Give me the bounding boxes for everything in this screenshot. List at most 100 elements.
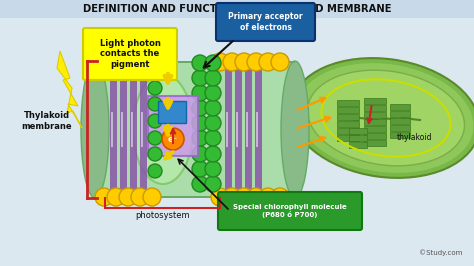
Circle shape — [192, 55, 208, 71]
Circle shape — [205, 100, 221, 116]
Text: photosystem: photosystem — [136, 211, 191, 221]
Circle shape — [192, 146, 208, 162]
Ellipse shape — [133, 74, 193, 184]
Circle shape — [148, 147, 162, 161]
Bar — [226, 112, 228, 147]
Circle shape — [192, 130, 208, 146]
Text: e⁻: e⁻ — [168, 135, 178, 143]
Circle shape — [211, 188, 229, 206]
Circle shape — [235, 188, 253, 206]
Bar — [225, 70, 232, 189]
Bar — [390, 104, 410, 110]
Circle shape — [205, 176, 221, 192]
Bar — [337, 107, 359, 113]
Bar — [337, 135, 359, 141]
Ellipse shape — [308, 70, 465, 166]
Circle shape — [205, 70, 221, 86]
Circle shape — [235, 53, 253, 71]
Text: Thylakoid
membrane: Thylakoid membrane — [22, 111, 73, 131]
Circle shape — [131, 53, 149, 71]
Bar — [256, 112, 258, 147]
Circle shape — [259, 188, 277, 206]
Bar — [131, 112, 133, 147]
Bar — [121, 112, 123, 147]
Circle shape — [95, 188, 113, 206]
Circle shape — [271, 53, 289, 71]
Ellipse shape — [297, 63, 474, 173]
Bar — [95, 196, 295, 198]
Circle shape — [162, 128, 184, 150]
Bar — [337, 100, 359, 106]
Bar — [364, 112, 386, 118]
Circle shape — [148, 81, 162, 95]
Bar — [364, 133, 386, 139]
Circle shape — [192, 70, 208, 86]
Bar — [236, 112, 238, 147]
Circle shape — [148, 114, 162, 128]
Bar — [349, 128, 367, 134]
Bar — [364, 105, 386, 111]
Circle shape — [148, 131, 162, 145]
Circle shape — [107, 53, 125, 71]
Bar — [246, 112, 248, 147]
Bar — [111, 112, 113, 147]
Text: Special chlorophyll molecule
(P680 ó P700): Special chlorophyll molecule (P680 ó P70… — [233, 204, 347, 218]
Circle shape — [148, 164, 162, 178]
Circle shape — [211, 53, 229, 71]
Circle shape — [119, 53, 137, 71]
FancyBboxPatch shape — [0, 0, 474, 18]
Bar — [120, 70, 127, 189]
FancyBboxPatch shape — [148, 96, 198, 156]
FancyBboxPatch shape — [83, 28, 177, 80]
Bar — [364, 98, 386, 104]
Circle shape — [205, 146, 221, 162]
Bar — [140, 70, 147, 189]
Circle shape — [131, 188, 149, 206]
Circle shape — [107, 188, 125, 206]
Bar — [364, 126, 386, 132]
FancyBboxPatch shape — [218, 192, 362, 230]
Bar — [337, 114, 359, 120]
Circle shape — [247, 53, 265, 71]
Bar — [235, 70, 242, 189]
Bar — [245, 70, 252, 189]
Text: Light photon
contacts the
pigment: Light photon contacts the pigment — [100, 39, 160, 69]
Circle shape — [148, 97, 162, 111]
Circle shape — [143, 188, 161, 206]
Circle shape — [205, 130, 221, 146]
Bar — [390, 111, 410, 117]
Circle shape — [205, 161, 221, 177]
Circle shape — [143, 53, 161, 71]
Text: DEFINITION AND FUNCTION OF THYLAKOID MEMBRANE: DEFINITION AND FUNCTION OF THYLAKOID MEM… — [83, 4, 391, 14]
Bar — [390, 132, 410, 138]
Bar — [337, 121, 359, 127]
Bar — [110, 70, 117, 189]
Circle shape — [192, 161, 208, 177]
Circle shape — [271, 188, 289, 206]
Polygon shape — [57, 51, 82, 128]
Text: Primary acceptor
of electrons: Primary acceptor of electrons — [228, 12, 303, 32]
Ellipse shape — [281, 61, 309, 198]
Bar — [349, 135, 367, 141]
Circle shape — [205, 85, 221, 101]
FancyBboxPatch shape — [158, 101, 186, 123]
Ellipse shape — [81, 61, 109, 198]
Ellipse shape — [291, 58, 474, 178]
Circle shape — [119, 188, 137, 206]
Bar — [337, 128, 359, 134]
Bar — [141, 112, 143, 147]
Bar — [390, 125, 410, 131]
Circle shape — [223, 53, 241, 71]
Bar — [364, 140, 386, 146]
Text: thylakoid: thylakoid — [397, 134, 433, 143]
Circle shape — [259, 53, 277, 71]
Circle shape — [223, 188, 241, 206]
Bar — [130, 70, 137, 189]
Circle shape — [192, 115, 208, 131]
Circle shape — [205, 115, 221, 131]
Circle shape — [192, 100, 208, 116]
Bar — [95, 61, 295, 198]
Bar — [364, 119, 386, 125]
Text: ©Study.com: ©Study.com — [419, 249, 462, 256]
Bar — [255, 70, 262, 189]
